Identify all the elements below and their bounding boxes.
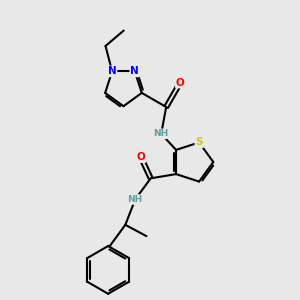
Text: N: N [108,66,116,76]
Text: NH: NH [154,129,169,138]
Text: N: N [130,66,139,76]
Text: O: O [176,78,185,88]
Text: S: S [195,137,203,147]
Text: O: O [136,152,145,162]
Text: NH: NH [128,195,143,204]
